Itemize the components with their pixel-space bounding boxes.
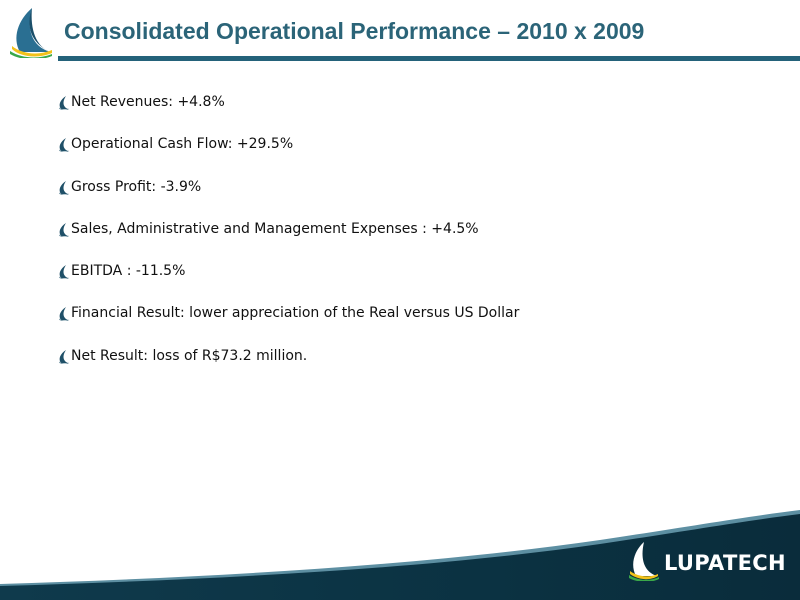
bullet-text: Net Result: loss of R$73.2 million. [71, 347, 308, 364]
bullet-text: Operational Cash Flow: +29.5% [71, 136, 294, 153]
bullet-list: Net Revenues: +4.8% Operational Cash Flo… [58, 94, 519, 390]
list-item: Financial Result: lower appreciation of … [58, 305, 519, 347]
sail-bullet-icon [59, 96, 69, 110]
brand-name: LUPATECH [664, 551, 786, 575]
page-title: Consolidated Operational Performance – 2… [64, 18, 645, 44]
list-item: EBITDA : -11.5% [58, 263, 519, 305]
sail-bullet-icon [59, 222, 69, 237]
bullet-text: EBITDA : -11.5% [71, 263, 186, 280]
sail-logo-icon [10, 8, 52, 58]
sail-bullet-icon [59, 307, 69, 322]
list-item: Net Revenues: +4.8% [58, 94, 519, 136]
list-item: Sales, Administrative and Management Exp… [58, 221, 519, 263]
sail-logo-icon [629, 542, 659, 581]
sail-bullet-icon [59, 265, 69, 280]
title-divider [58, 56, 800, 61]
list-item: Operational Cash Flow: +29.5% [58, 136, 519, 178]
sail-bullet-icon [59, 138, 69, 153]
sail-bullet-icon [59, 180, 69, 195]
bullet-text: Financial Result: lower appreciation of … [71, 305, 520, 322]
sail-bullet-icon [59, 349, 69, 364]
footer-band [0, 510, 800, 600]
bullet-text: Gross Profit: -3.9% [71, 178, 202, 195]
list-item: Net Result: loss of R$73.2 million. [58, 348, 519, 390]
bullet-text: Sales, Administrative and Management Exp… [71, 220, 479, 237]
bullet-text: Net Revenues: +4.8% [71, 94, 225, 110]
list-item: Gross Profit: -3.9% [58, 179, 519, 221]
